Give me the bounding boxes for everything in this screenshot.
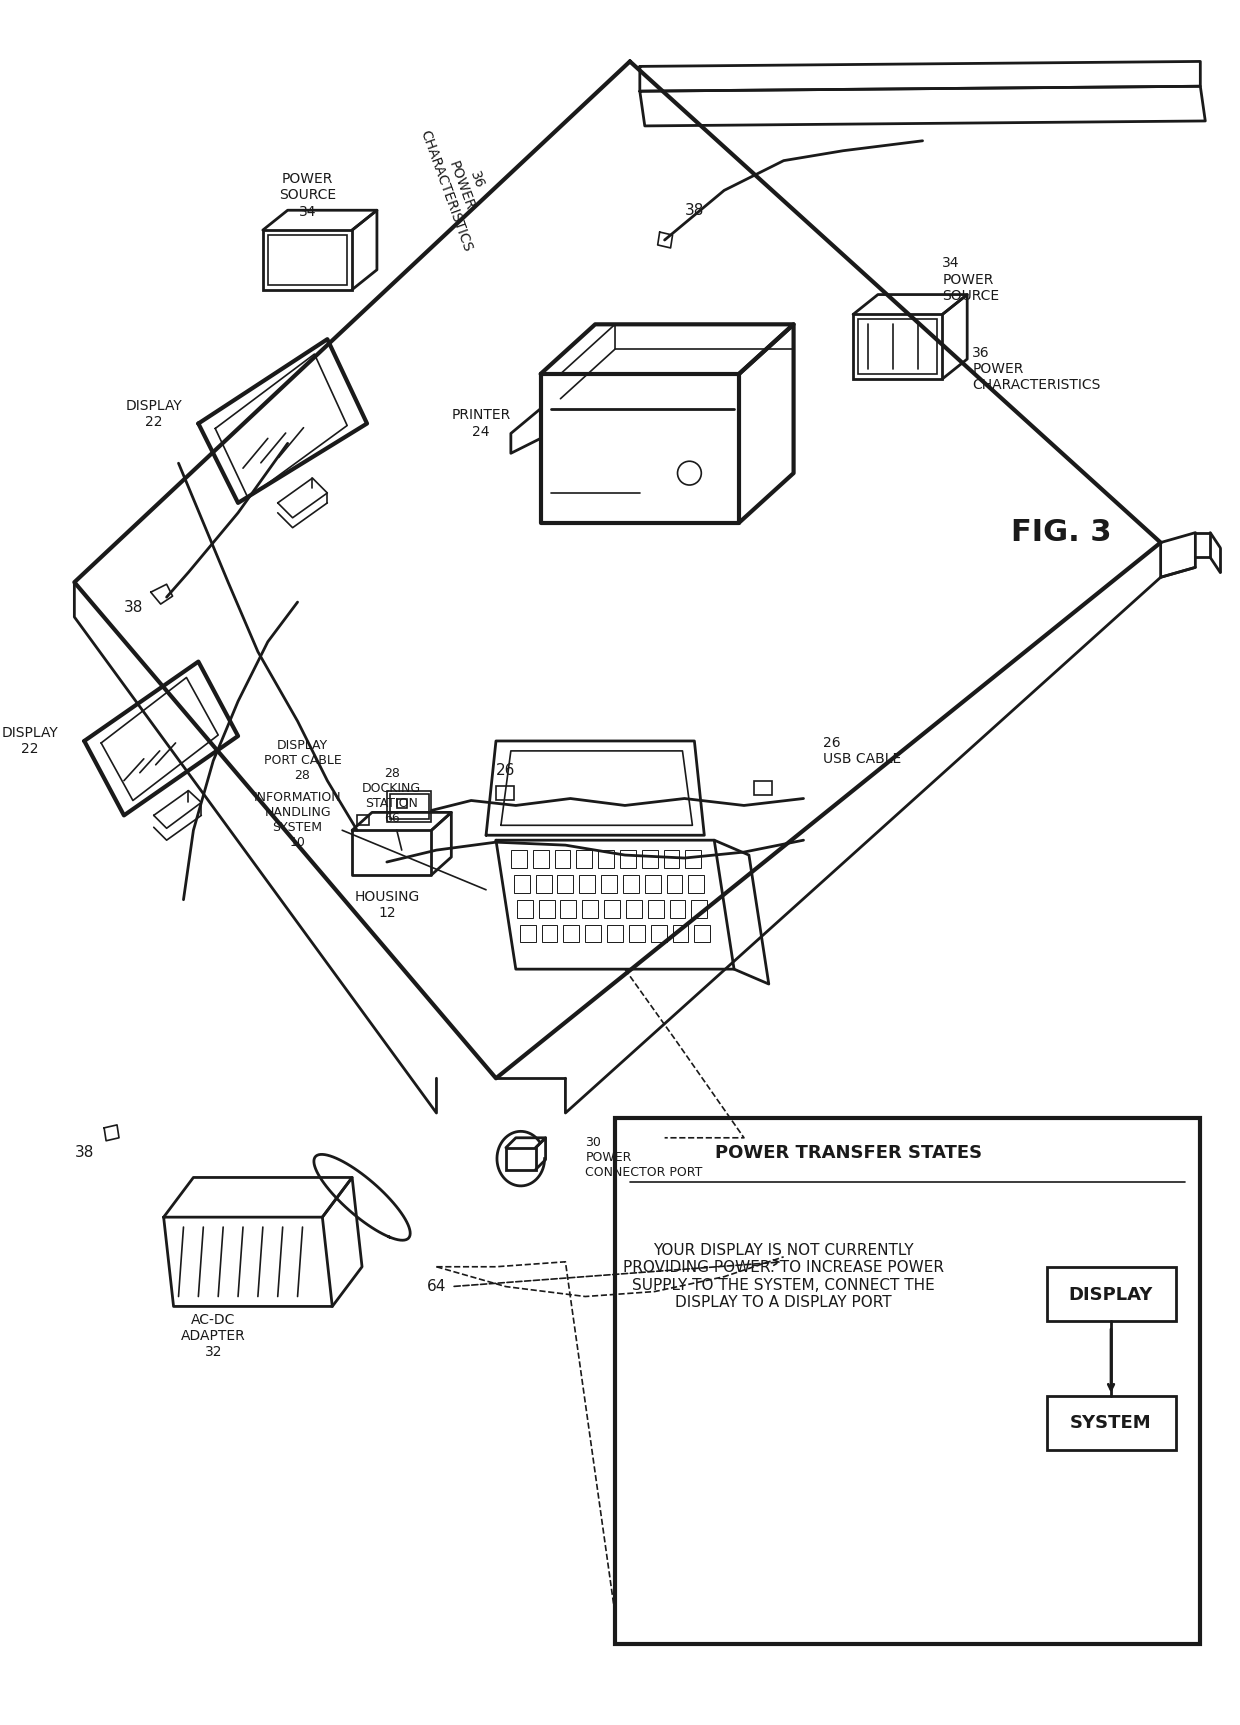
Bar: [520, 925, 536, 942]
Bar: [387, 790, 432, 823]
Bar: [263, 229, 352, 290]
Text: 26
USB CABLE: 26 USB CABLE: [823, 737, 901, 766]
Bar: [620, 850, 636, 868]
Bar: [694, 925, 711, 942]
Bar: [1047, 1266, 1176, 1321]
Bar: [579, 875, 595, 894]
Text: POWER
SOURCE
34: POWER SOURCE 34: [279, 172, 336, 219]
Bar: [554, 850, 570, 868]
Bar: [513, 875, 529, 894]
Text: 36
POWER
CHARACTERISTICS: 36 POWER CHARACTERISTICS: [418, 117, 505, 254]
Bar: [642, 850, 657, 868]
Bar: [560, 900, 577, 918]
Bar: [397, 799, 407, 809]
Text: FIG. 3: FIG. 3: [1011, 518, 1112, 547]
Text: 34
POWER
SOURCE: 34 POWER SOURCE: [942, 257, 999, 304]
Text: HOUSING
12: HOUSING 12: [355, 890, 419, 919]
Bar: [672, 925, 688, 942]
Bar: [598, 850, 614, 868]
Text: INFORMATION
HANDLING
SYSTEM
10: INFORMATION HANDLING SYSTEM 10: [254, 792, 341, 849]
Bar: [511, 850, 527, 868]
Bar: [268, 235, 347, 285]
Text: 38: 38: [684, 204, 704, 217]
Text: 38: 38: [124, 600, 144, 614]
Bar: [563, 925, 579, 942]
Bar: [542, 925, 558, 942]
Text: DISPLAY
22: DISPLAY 22: [1, 726, 58, 756]
Bar: [538, 900, 554, 918]
Bar: [615, 1118, 1200, 1644]
Bar: [517, 900, 533, 918]
Bar: [558, 875, 573, 894]
Bar: [629, 925, 645, 942]
Bar: [357, 816, 370, 825]
Bar: [533, 850, 548, 868]
Bar: [622, 875, 639, 894]
Bar: [604, 900, 620, 918]
Bar: [601, 875, 618, 894]
Text: PRINTER
24: PRINTER 24: [451, 409, 511, 438]
Bar: [1047, 1396, 1176, 1451]
Text: SYSTEM: SYSTEM: [1070, 1414, 1152, 1432]
Text: AC-DC
ADAPTER
32: AC-DC ADAPTER 32: [181, 1313, 246, 1359]
Text: 64: 64: [427, 1280, 446, 1294]
Text: 36
POWER
CHARACTERISTICS: 36 POWER CHARACTERISTICS: [972, 345, 1101, 392]
Bar: [754, 781, 771, 795]
Bar: [583, 900, 598, 918]
Text: 30
POWER
CONNECTOR PORT: 30 POWER CONNECTOR PORT: [585, 1137, 703, 1180]
Bar: [585, 925, 601, 942]
Bar: [692, 900, 707, 918]
Bar: [389, 794, 429, 819]
Bar: [536, 875, 552, 894]
Bar: [858, 319, 937, 374]
Bar: [496, 785, 513, 799]
Text: POWER TRANSFER STATES: POWER TRANSFER STATES: [714, 1144, 982, 1161]
Bar: [626, 900, 642, 918]
Bar: [688, 875, 704, 894]
Bar: [651, 925, 667, 942]
Text: YOUR DISPLAY IS NOT CURRENTLY
PROVIDING POWER. TO INCREASE POWER
SUPPLY TO THE S: YOUR DISPLAY IS NOT CURRENTLY PROVIDING …: [624, 1244, 944, 1311]
Text: 38: 38: [74, 1145, 94, 1161]
Bar: [645, 875, 661, 894]
Bar: [506, 1147, 536, 1170]
Text: 28
DOCKING
STATION
66: 28 DOCKING STATION 66: [362, 766, 422, 825]
Text: 26: 26: [496, 762, 516, 778]
Bar: [853, 314, 942, 380]
Bar: [686, 850, 702, 868]
Text: DISPLAY
22: DISPLAY 22: [125, 398, 182, 430]
Bar: [667, 875, 682, 894]
Text: DISPLAY
PORT CABLE
28: DISPLAY PORT CABLE 28: [264, 740, 341, 783]
Bar: [670, 900, 686, 918]
Text: DISPLAY: DISPLAY: [1069, 1285, 1153, 1304]
Bar: [608, 925, 622, 942]
Bar: [647, 900, 663, 918]
Bar: [577, 850, 593, 868]
Bar: [663, 850, 680, 868]
